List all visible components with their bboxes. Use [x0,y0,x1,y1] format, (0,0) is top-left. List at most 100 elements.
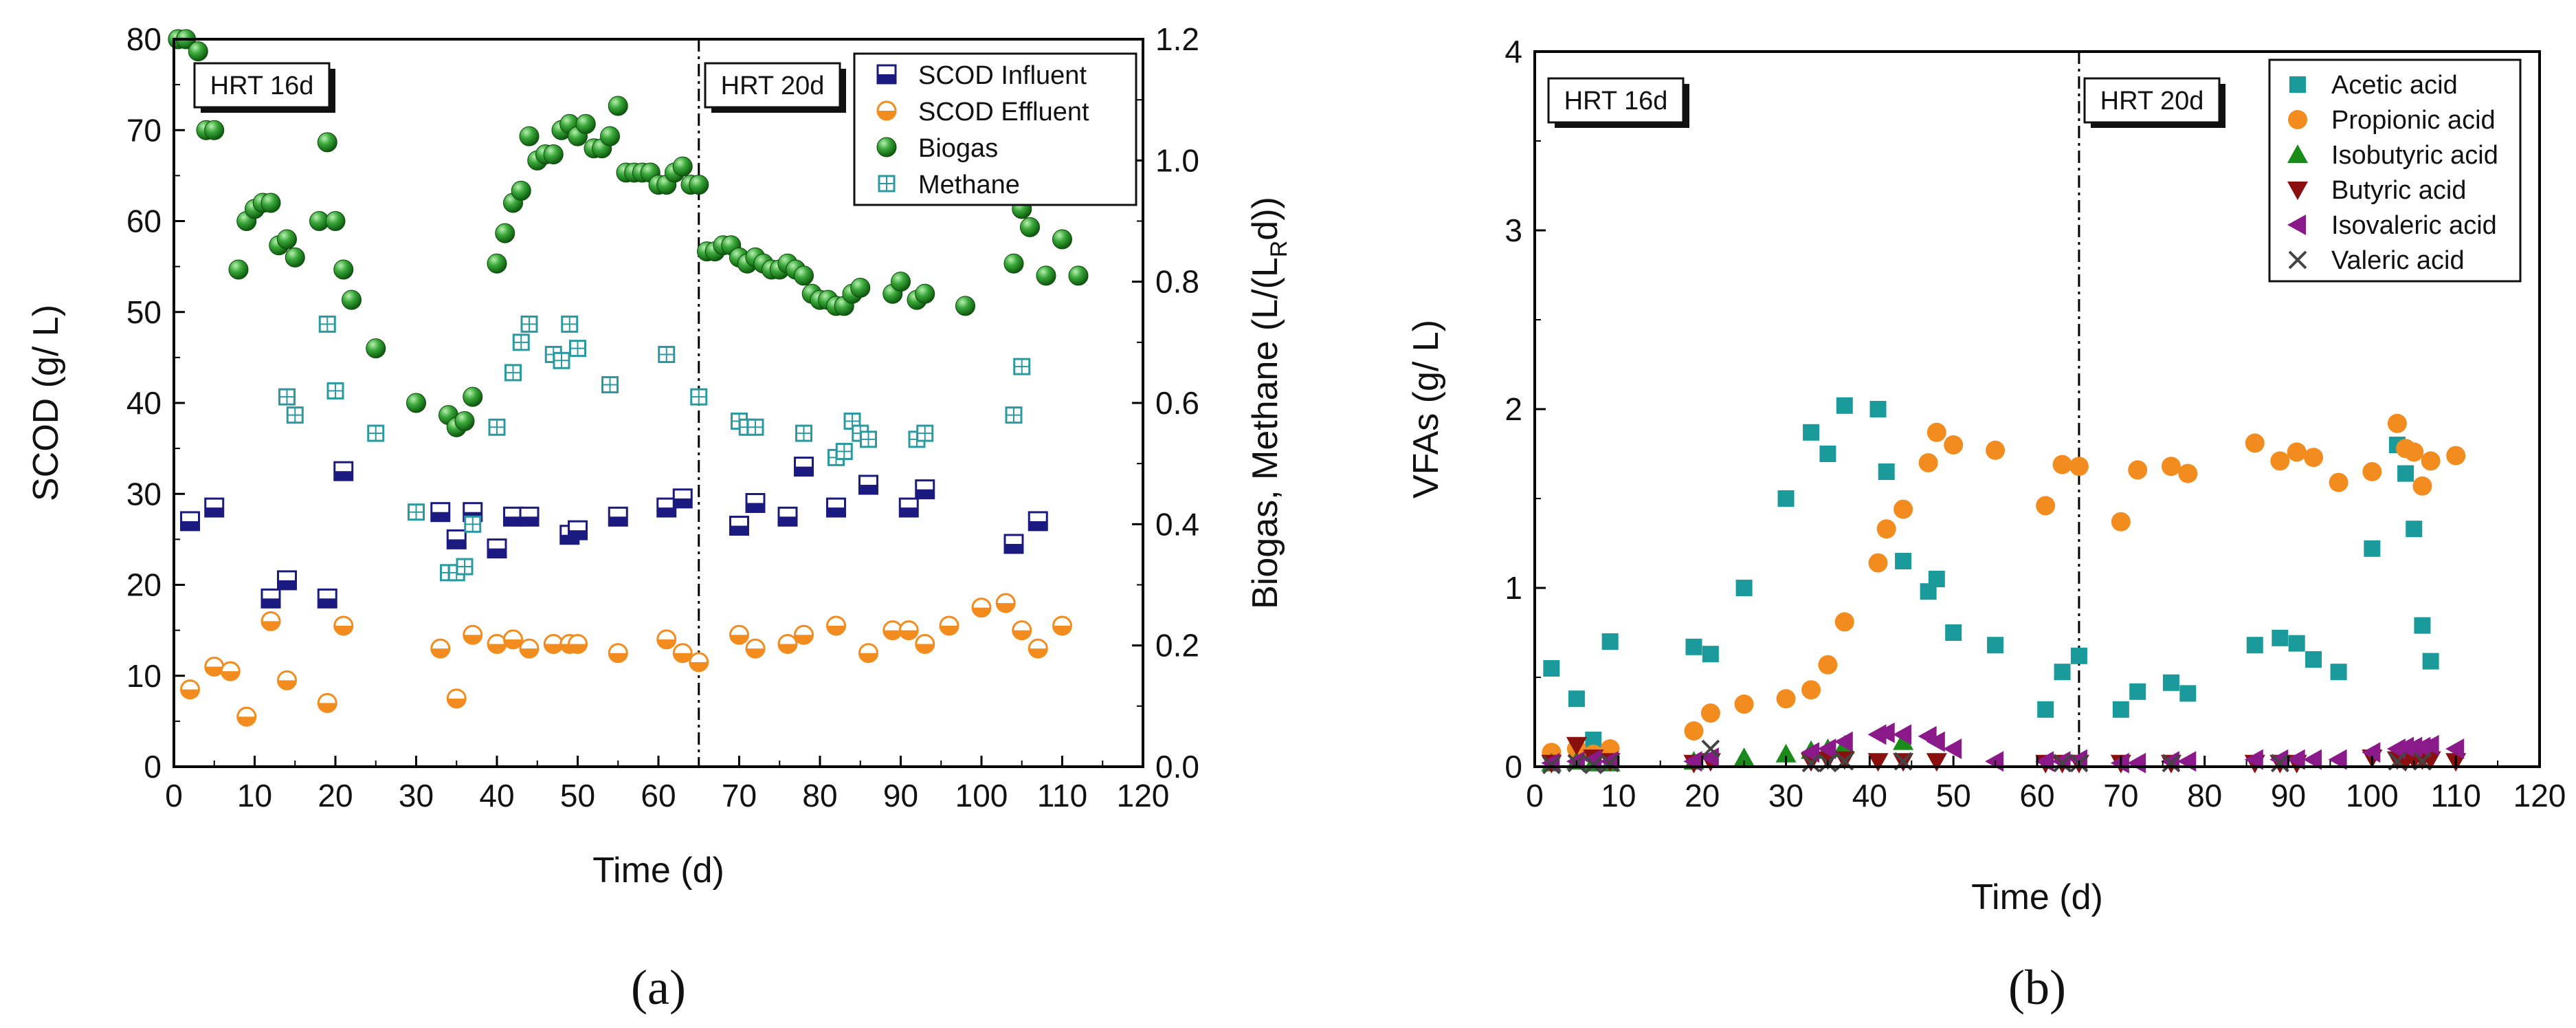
panel-b-chart: 0 10 20 30 40 50 60 70 80 90 100 110 120 0 1 2 3 4 Time (… [1406,34,2566,917]
point-propionic-acid [1927,422,1946,442]
legend-propionic: Propionic acid [2331,106,2496,135]
y-tick-label: 70 [126,112,162,148]
point-isovaleric-acid [2412,736,2431,758]
point-scod-influent [745,492,766,513]
point-valeric-acid [2162,754,2181,773]
point-scod-effluent [1028,638,1048,659]
svg-text:HRT 20d: HRT 20d [721,72,825,100]
point-acetic-acid [1543,660,1560,677]
point-scod-effluent [777,633,798,654]
point-propionic-acid [2362,462,2382,481]
point-propionic-acid [1700,703,1720,723]
point-biogas [794,265,814,286]
point-valeric-acid [1601,754,1620,773]
point-isovaleric-acid [1834,731,1853,752]
panel-b-annotation-hrt20: HRT 20d [2083,77,2225,128]
point-biogas [277,229,297,250]
point-propionic-acid [2404,442,2424,462]
legend-symbol-methane [878,175,896,193]
point-scod-effluent [430,638,451,659]
point-scod-effluent [882,620,903,641]
point-methane [520,315,538,333]
point-biogas [463,386,483,407]
x-tick-label: 40 [479,778,514,813]
point-methane [916,424,934,442]
point-methane [746,418,764,436]
point-scod-effluent [220,661,241,681]
point-methane [464,515,482,533]
x-tick-label: 100 [2346,778,2399,813]
svg-text:HRT 20d: HRT 20d [2100,87,2204,116]
point-biogas [1003,253,1024,274]
point-isovaleric-acid [2068,749,2087,770]
point-valeric-acid [2053,754,2072,773]
x-tick-label: 20 [1685,778,1720,813]
point-scod-influent [430,502,451,523]
point-acetic-acid [2070,647,2087,664]
point-acetic-acid [1568,690,1585,708]
x-tick-label: 90 [883,778,918,813]
point-scod-influent [915,479,935,500]
point-scod-effluent [915,633,935,654]
x-tick-label: 50 [1936,778,1971,813]
point-scod-influent [204,497,225,518]
point-propionic-acid [2421,451,2441,471]
point-scod-effluent [672,643,693,664]
x-tick-label: 20 [318,778,353,813]
point-scod-effluent [519,638,540,659]
point-isovaleric-acid [1867,724,1887,745]
y-tick-label: 20 [126,567,162,603]
point-scod-effluent [463,624,483,645]
point-propionic-acid [1801,680,1821,700]
panel-a-xlabel: Time (d) [592,851,724,890]
point-propionic-acid [1944,435,1964,455]
point-scod-effluent [333,615,354,636]
point-acetic-acid [1987,637,2004,654]
point-methane [512,333,530,351]
point-methane [1005,406,1023,424]
series-methane [278,315,1031,582]
point-biogas [519,126,540,146]
point-scod-influent [1003,534,1024,554]
point-biogas [204,120,225,140]
point-acetic-acid [2054,664,2071,681]
point-scod-influent [826,497,846,518]
point-scod-effluent [898,620,919,641]
x-tick-label: 110 [1037,778,1087,813]
legend-symbol-biogas [876,137,897,157]
point-butyric-acid [2420,751,2441,770]
point-scod-influent [317,588,337,609]
point-isovaleric-acid [2386,739,2406,759]
point-scod-effluent [204,657,225,677]
legend-acetic: Acetic acid [2331,71,2458,100]
point-biogas [891,272,911,292]
point-scod-influent [898,497,919,518]
x-tick-label: 110 [2430,778,2480,813]
point-propionic-acid [2128,460,2148,480]
x-tick-label: 50 [560,778,595,813]
point-isovaleric-acid [2362,742,2381,763]
point-scod-effluent [939,615,959,636]
point-methane [561,315,579,333]
point-acetic-acid [1928,571,1945,587]
x-tick-label: 30 [399,778,434,813]
point-methane [286,406,304,424]
panel-label-a: (a) [631,960,686,1015]
point-biogas [1020,217,1040,237]
point-propionic-acid [1734,695,1754,714]
point-methane [488,418,506,436]
point-methane [860,430,877,448]
point-scod-effluent [260,611,281,631]
point-biogas [487,253,507,274]
panel-a-ylabel: SCOD (g/ L) [26,305,66,501]
point-methane [504,364,522,382]
panel-b-ticks: 0 10 20 30 40 50 60 70 80 90 100 110 120 0 1 2 3 4 [1504,34,2566,813]
panel-a-legend: SCOD Influent SCOD Effluent Biogas Metha… [853,52,1137,206]
legend-symbol-isovaleric-acid [2287,215,2306,235]
point-methane [553,351,570,369]
point-biogas [495,223,515,243]
series-scod-effluent [180,593,1072,727]
y-tick-label: 50 [126,294,162,330]
point-methane [278,388,296,406]
panel-a-y2label: Biogas, Methane (L/(LRd)) [1245,197,1292,609]
